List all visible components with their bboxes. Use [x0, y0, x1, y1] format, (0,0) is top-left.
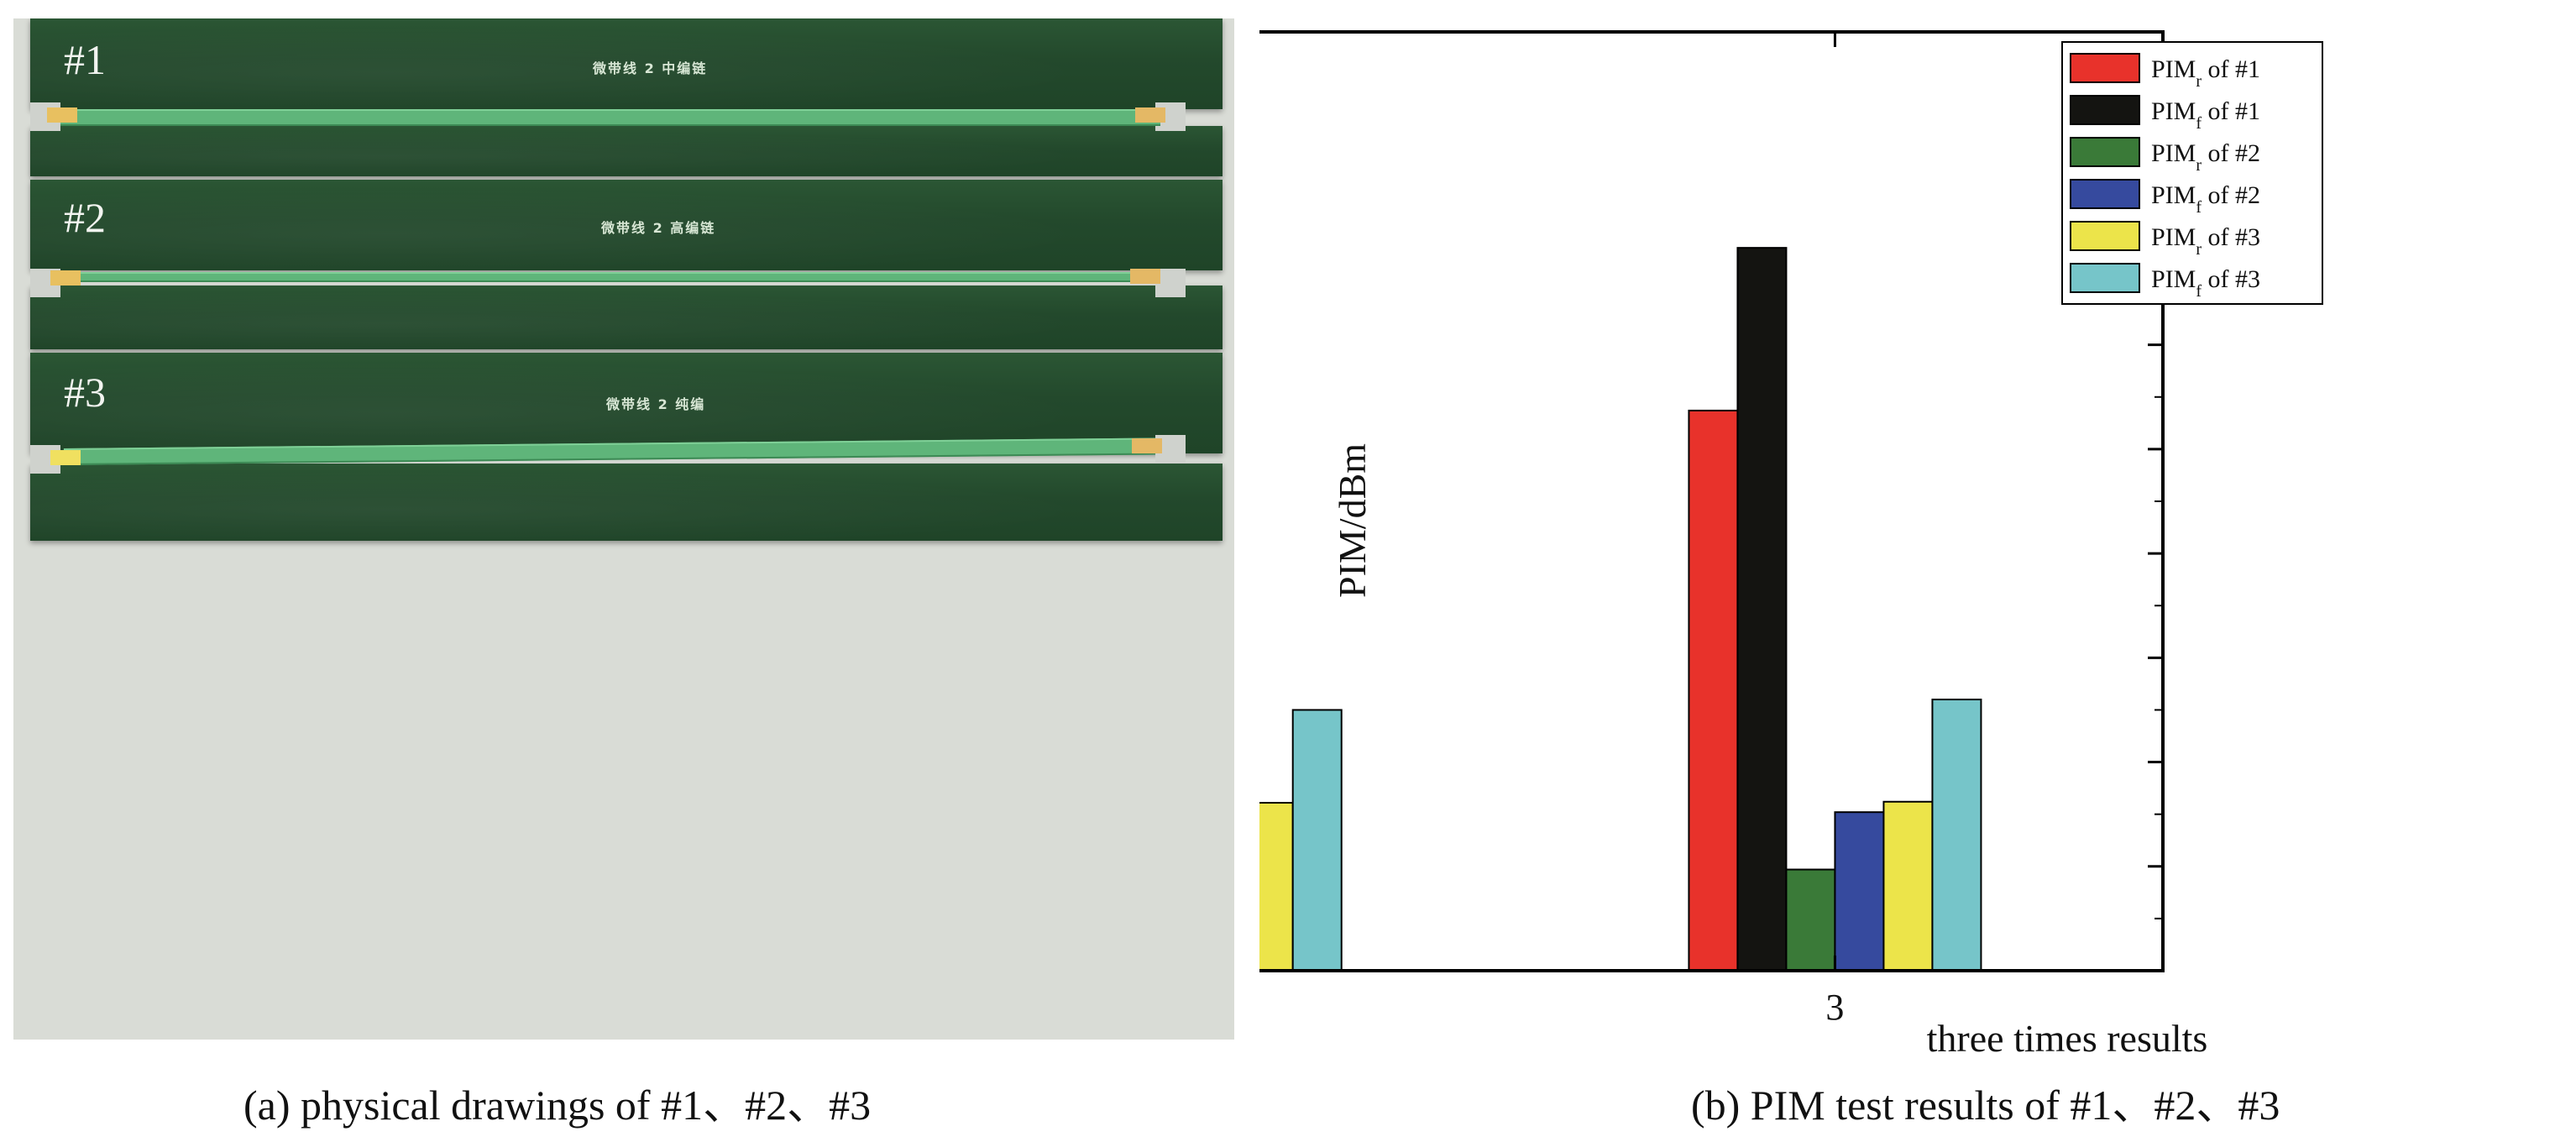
- board-1: [30, 18, 1223, 109]
- connector-right-2: [1155, 269, 1186, 297]
- pad-left-2: [50, 270, 81, 286]
- sample-id-2: #2: [64, 194, 106, 241]
- legend-swatch-3: [2070, 137, 2140, 167]
- legend-label-2: PIMf of #1: [2151, 97, 2260, 133]
- bar-2-3: [1736, 247, 1788, 972]
- legend-swatch-5: [2070, 221, 2140, 251]
- bar-5-3: [1882, 800, 1934, 972]
- sample-id-1: #1: [64, 36, 106, 83]
- sample-photo: #1 微带线 2 中编链 #2 微带线 2 高编链 #3 微带线 2 纯编: [13, 18, 1234, 1040]
- pad-left-3: [50, 450, 81, 465]
- board-3-lower: [30, 464, 1223, 541]
- board-3: [30, 353, 1223, 453]
- pad-right-3: [1132, 438, 1162, 453]
- legend-label-4: PIMf of #2: [2151, 181, 2260, 217]
- legend-label-3: PIMr of #2: [2151, 139, 2260, 175]
- legend-box: [2061, 41, 2323, 305]
- pad-left-1: [47, 107, 77, 123]
- board-label-1: 微带线 2 中编链: [593, 60, 708, 76]
- bar-6-2: [1291, 709, 1343, 972]
- legend-label-1: PIMr of #1: [2151, 55, 2260, 91]
- legend-swatch-1: [2070, 53, 2140, 83]
- legend-swatch-6: [2070, 263, 2140, 293]
- legend-swatch-4: [2070, 179, 2140, 209]
- y-axis-title: PIM/dBm: [1331, 443, 1374, 598]
- microstrip-1: [60, 109, 1160, 126]
- bar-3-3: [1785, 868, 1836, 972]
- bar-5-2: [1259, 802, 1294, 972]
- board-2: [30, 180, 1223, 270]
- caption-a: (a) physical drawings of #1、#2、#3: [243, 1082, 872, 1129]
- legend-label-6: PIMf of #3: [2151, 265, 2260, 301]
- board-label-2: 微带线 2 高编链: [601, 220, 716, 236]
- board-1-lower: [30, 126, 1223, 176]
- x-tick-label: 3: [1825, 987, 1844, 1028]
- legend-label-5: PIMr of #3: [2151, 223, 2260, 259]
- board-label-3: 微带线 2 纯编: [606, 396, 706, 412]
- sample-id-3: #3: [64, 369, 106, 416]
- bars-layer: [1259, 247, 1982, 972]
- bar-1-3: [1688, 409, 1739, 972]
- bar-6-3: [1931, 699, 1982, 972]
- bar-4-3: [1834, 811, 1885, 972]
- caption-b: (b) PIM test results of #1、#2、#3: [1691, 1082, 2280, 1129]
- board-2-lower: [30, 286, 1223, 349]
- x-axis-title: three times results: [1927, 1017, 2208, 1060]
- legend: PIMr of #1 PIMf of #1 PIMr of #2 PIMf of #2…: [2061, 41, 2323, 305]
- pim-bar-chart: −60−70−80−90−100−110−120−130−140−150123 …: [1259, 30, 2323, 1060]
- pad-right-1: [1135, 107, 1165, 123]
- pad-right-2: [1130, 269, 1160, 284]
- legend-swatch-2: [2070, 95, 2140, 125]
- microstrip-2: [64, 272, 1155, 282]
